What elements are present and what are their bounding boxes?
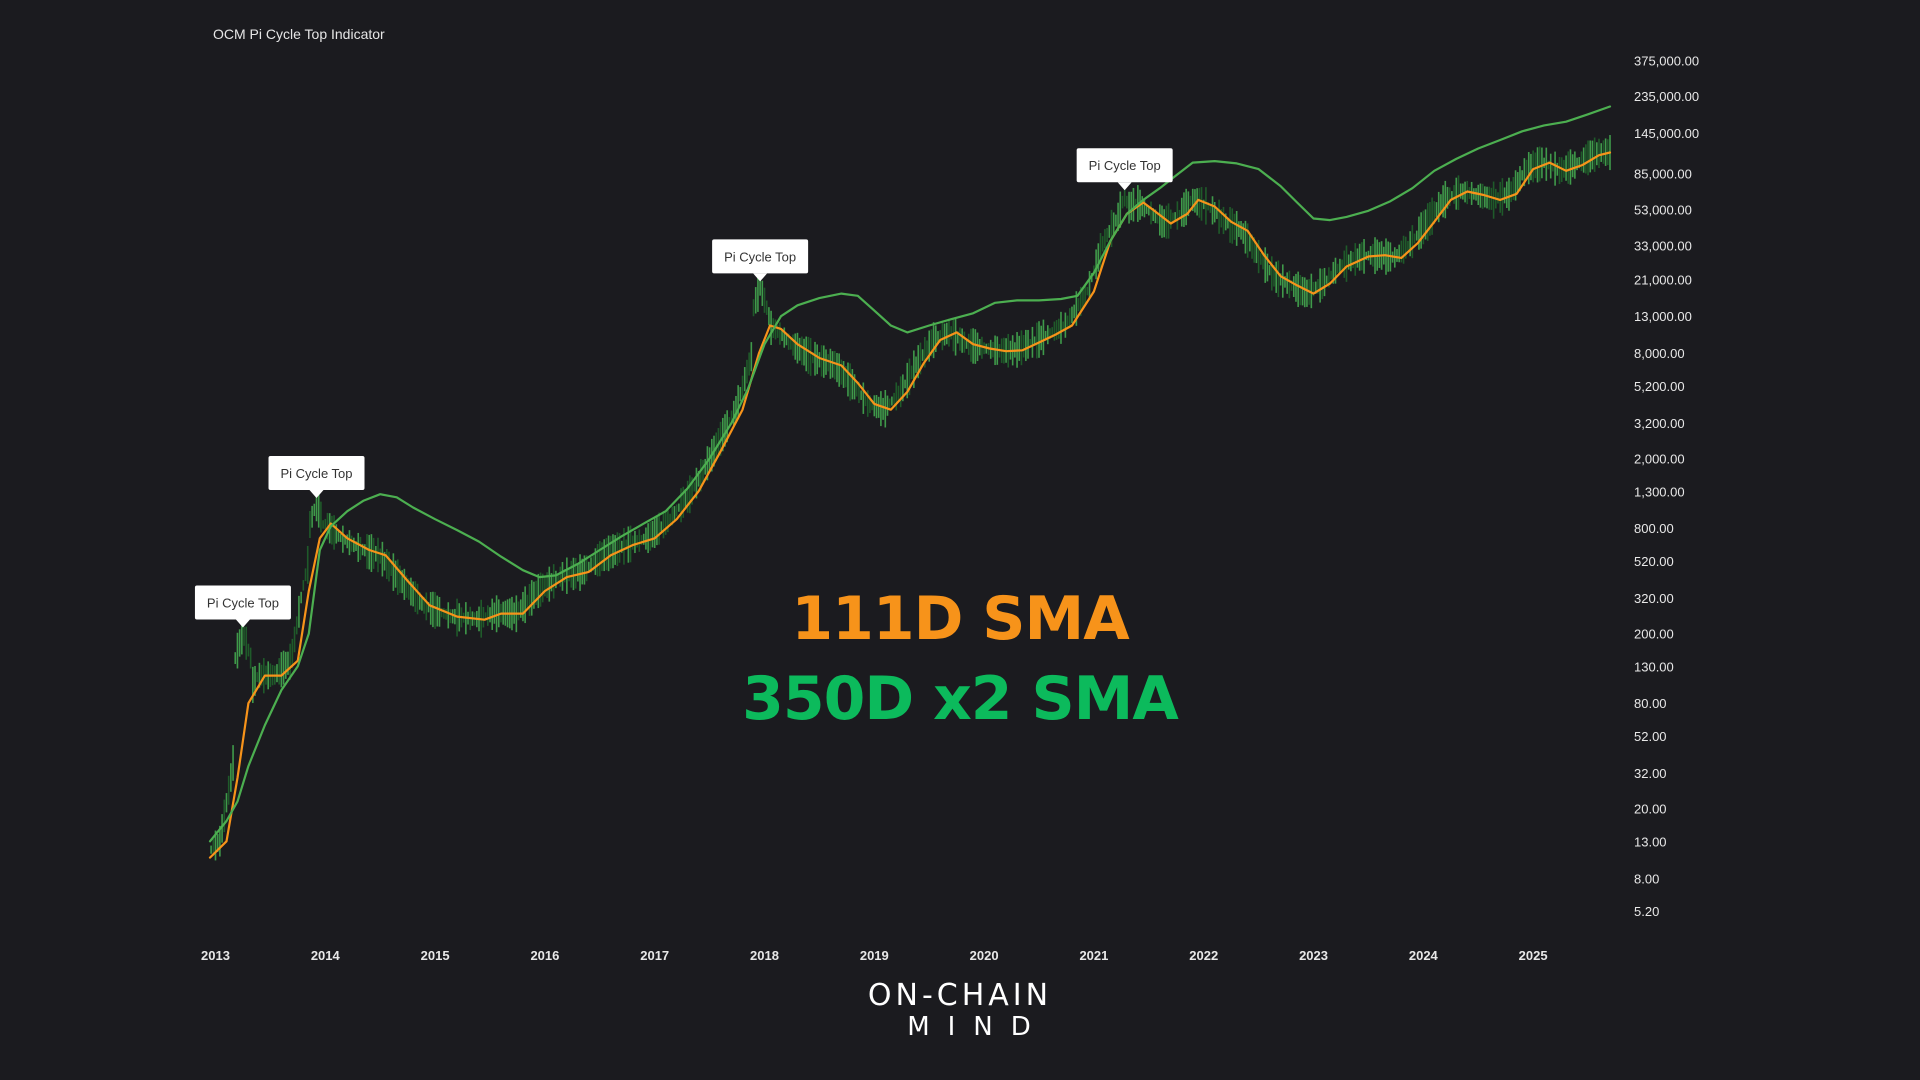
- y-tick-label: 52.00: [1634, 729, 1667, 744]
- y-tick-label: 32.00: [1634, 766, 1667, 781]
- y-tick-label: 80.00: [1634, 696, 1667, 711]
- brand-logo-line2: MIND: [907, 1012, 1049, 1042]
- chart-title: OCM Pi Cycle Top Indicator: [213, 26, 385, 42]
- y-tick-label: 800.00: [1634, 521, 1674, 536]
- x-tick-label: 2023: [1299, 948, 1328, 963]
- x-tick-label: 2025: [1519, 948, 1548, 963]
- sma-350d-x2-line: [208, 105, 1612, 843]
- y-tick-label: 2,000.00: [1634, 452, 1685, 467]
- x-tick-label: 2020: [970, 948, 999, 963]
- sma-111d-line: [208, 151, 1612, 859]
- legend-350d-x2-sma: 350D x2 SMA: [742, 664, 1179, 734]
- pi-cycle-top-label: Pi Cycle Top: [281, 466, 353, 481]
- x-tick-label: 2018: [750, 948, 779, 963]
- y-tick-label: 375,000.00: [1634, 54, 1699, 69]
- x-tick-label: 2021: [1079, 948, 1108, 963]
- y-tick-label: 145,000.00: [1634, 126, 1699, 141]
- y-tick-label: 3,200.00: [1634, 416, 1685, 431]
- y-tick-label: 13,000.00: [1634, 309, 1692, 324]
- y-tick-label: 33,000.00: [1634, 238, 1692, 253]
- y-tick-label: 1,300.00: [1634, 484, 1685, 499]
- y-tick-label: 21,000.00: [1634, 273, 1692, 288]
- y-axis: 375,000.00 235,000.00 145,000.00 85,000.00 5…: [1634, 54, 1699, 919]
- y-tick-label: 5.20: [1634, 904, 1659, 919]
- x-tick-label: 2014: [311, 948, 341, 963]
- y-tick-label: 85,000.00: [1634, 166, 1692, 181]
- pi-cycle-top-callout: Pi Cycle Top: [268, 455, 365, 498]
- pi-cycle-top-label: Pi Cycle Top: [207, 596, 279, 611]
- y-tick-label: 5,200.00: [1634, 379, 1685, 394]
- y-tick-label: 53,000.00: [1634, 202, 1692, 217]
- price-candles: [210, 135, 1611, 861]
- pi-cycle-top-callout: Pi Cycle Top: [1076, 148, 1173, 191]
- y-tick-label: 235,000.00: [1634, 89, 1699, 104]
- pi-cycle-top-callout: Pi Cycle Top: [194, 585, 291, 628]
- pi-cycle-top-label: Pi Cycle Top: [1089, 158, 1161, 173]
- pi-cycle-top-label: Pi Cycle Top: [724, 249, 796, 264]
- x-tick-label: 2016: [530, 948, 559, 963]
- y-tick-label: 13.00: [1634, 834, 1667, 849]
- x-tick-label: 2017: [640, 948, 669, 963]
- x-axis: 2013 2014 2015 2016 2017 2018 2019 2020 2021 2022…: [201, 948, 1548, 963]
- pi-cycle-annotations: Pi Cycle Top Pi Cycle Top Pi Cycle Top Pi C…: [194, 148, 1173, 628]
- x-tick-label: 2019: [860, 948, 889, 963]
- y-tick-label: 320.00: [1634, 591, 1674, 606]
- y-tick-label: 130.00: [1634, 659, 1674, 674]
- pi-cycle-top-callout: Pi Cycle Top: [712, 239, 809, 282]
- y-tick-label: 520.00: [1634, 554, 1674, 569]
- y-tick-label: 20.00: [1634, 802, 1667, 817]
- brand-logo-line1: ON-CHAIN: [867, 978, 1053, 1013]
- sma-lines: [208, 105, 1612, 859]
- x-tick-label: 2024: [1409, 948, 1439, 963]
- x-tick-label: 2015: [421, 948, 450, 963]
- y-tick-label: 8,000.00: [1634, 346, 1685, 361]
- y-tick-label: 8.00: [1634, 871, 1659, 886]
- x-tick-label: 2013: [201, 948, 230, 963]
- legend-111d-sma: 111D SMA: [791, 584, 1129, 654]
- y-tick-label: 200.00: [1634, 627, 1674, 642]
- x-tick-label: 2022: [1189, 948, 1218, 963]
